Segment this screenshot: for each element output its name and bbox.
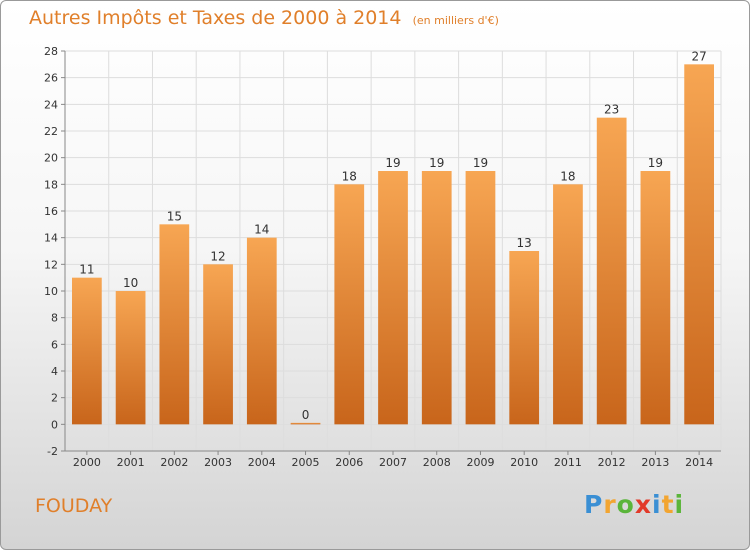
bar [509, 251, 540, 425]
bar [684, 64, 715, 425]
x-tick-label: 2007 [379, 456, 407, 469]
data-label: 19 [429, 156, 444, 170]
x-tick-label: 2008 [423, 456, 451, 469]
bar [290, 422, 321, 425]
chart-title: Autres Impôts et Taxes de 2000 à 2014 [29, 7, 402, 29]
logo-letter: i [652, 490, 662, 519]
data-label: 18 [342, 169, 357, 183]
x-tick-label: 2013 [641, 456, 669, 469]
x-tick-label: 2001 [117, 456, 145, 469]
chart-unit-note: (en milliers d'€) [412, 14, 499, 27]
x-tick-label: 2002 [160, 456, 188, 469]
x-tick-label: 2011 [554, 456, 582, 469]
y-tick-label: 0 [51, 418, 58, 431]
logo-letter: t [661, 490, 675, 519]
x-tick-label: 2010 [510, 456, 538, 469]
x-tick-label: 2009 [466, 456, 494, 469]
logo-letter: x [634, 490, 652, 519]
y-tick-label: 24 [44, 98, 58, 111]
data-label: 19 [385, 156, 400, 170]
data-label: 19 [473, 156, 488, 170]
data-label: 11 [79, 263, 94, 277]
bar [159, 224, 190, 425]
x-tick-label: 2004 [248, 456, 276, 469]
bar [203, 264, 233, 425]
y-tick-label: -2 [47, 445, 58, 458]
data-label: 27 [691, 49, 706, 63]
data-label: 14 [254, 223, 269, 237]
bar [553, 184, 583, 425]
data-label: 10 [123, 276, 138, 290]
bar [334, 184, 365, 425]
y-tick-label: 12 [44, 258, 58, 271]
logo-letter: r [603, 490, 617, 519]
y-tick-label: 4 [51, 365, 58, 378]
bar [596, 117, 627, 425]
proxiti-logo: Proxiti [584, 490, 684, 519]
x-tick-label: 2014 [685, 456, 713, 469]
logo-letter: i [674, 490, 685, 519]
y-tick-label: 20 [44, 152, 58, 165]
logo-letter: P [584, 490, 604, 519]
y-tick-label: 10 [44, 285, 58, 298]
data-label: 15 [167, 209, 182, 223]
bar [640, 171, 671, 425]
x-tick-label: 2003 [204, 456, 232, 469]
bar [465, 171, 496, 425]
data-label: 13 [517, 236, 532, 250]
bar [378, 171, 408, 425]
data-label: 12 [210, 249, 225, 263]
bars: 11 10 15 12 14 0 18 19 19 19 13 18 23 19 27 [71, 49, 715, 425]
y-tick-label: 28 [44, 45, 58, 58]
y-tick-label: 14 [44, 232, 58, 245]
chart-title-block: Autres Impôts et Taxes de 2000 à 2014 (e… [29, 7, 499, 29]
bar [71, 277, 102, 425]
bar [421, 171, 452, 425]
commune-name: FOUDAY [35, 495, 113, 517]
y-tick-label: 16 [44, 205, 58, 218]
data-label: 23 [604, 103, 619, 117]
x-tick-label: 2006 [335, 456, 363, 469]
bar [115, 291, 146, 425]
y-tick-label: 22 [44, 125, 58, 138]
x-tick-label: 2012 [598, 456, 626, 469]
y-tick-label: 18 [44, 178, 58, 191]
y-tick-label: 26 [44, 72, 58, 85]
data-label: 18 [560, 169, 575, 183]
y-tick-label: 2 [51, 392, 58, 405]
y-tick-label: 8 [51, 312, 58, 325]
x-tick-label: 2000 [73, 456, 101, 469]
bar [246, 237, 277, 425]
x-tick-label: 2005 [292, 456, 320, 469]
data-label: 0 [302, 408, 310, 422]
logo-letter: o [616, 490, 635, 519]
data-label: 19 [648, 156, 663, 170]
y-tick-label: 6 [51, 338, 58, 351]
